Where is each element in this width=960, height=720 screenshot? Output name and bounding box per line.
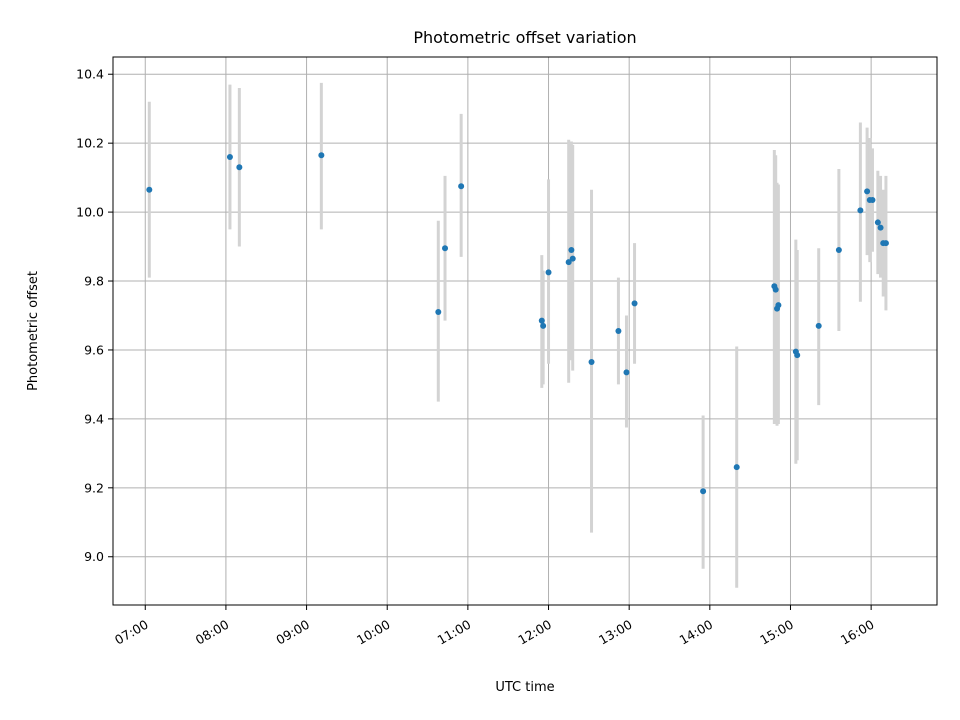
data-point [568,247,575,254]
data-point [869,197,876,204]
data-point [794,352,801,359]
y-tick-label: 10.2 [76,136,104,151]
data-point [540,322,547,329]
y-tick-label: 10.4 [76,67,104,82]
data-point [700,488,707,495]
data-point [226,153,233,160]
data-point [775,302,782,309]
data-point [733,464,740,471]
data-point [569,255,576,262]
y-tick-label: 9.2 [84,480,104,495]
data-point [458,183,465,190]
data-point [815,322,822,329]
data-point [538,317,545,324]
y-axis-ticks: 9.0 9.2 9.4 9.6 9.8 10.0 10.2 10.4 [76,67,113,564]
data-point [435,309,442,316]
data-point [146,186,153,193]
data-point [236,164,243,171]
data-point [772,286,779,293]
data-point [318,152,325,159]
y-axis-label: Photometric offset [26,271,41,391]
data-point [545,269,552,276]
y-tick-label: 9.8 [84,274,104,289]
data-point [882,240,889,247]
data-point [565,259,572,266]
data-point [631,300,638,307]
data-point [864,188,871,195]
y-tick-label: 9.0 [84,549,104,564]
plot-frame [112,56,938,606]
y-tick-label: 9.6 [84,342,104,357]
data-point [874,219,881,226]
grid [113,57,937,605]
data-point [442,245,449,252]
data-point [588,359,595,366]
data-point [623,369,630,376]
data-point [857,207,864,214]
data-point [835,247,842,254]
y-tick-label: 10.0 [76,205,104,220]
data-point [877,224,884,231]
data-points [146,152,889,495]
chart-title: Photometric offset variation [413,28,636,47]
y-tick-label: 9.4 [84,411,104,426]
data-point [615,328,622,334]
x-axis-label: UTC time [495,680,554,695]
